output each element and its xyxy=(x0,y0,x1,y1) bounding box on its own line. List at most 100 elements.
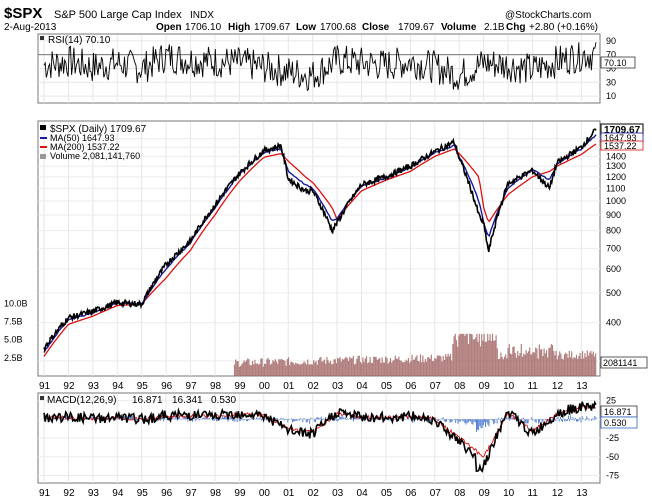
close-label: Close xyxy=(362,22,390,33)
volume-label: Volume xyxy=(441,22,477,33)
x-tick-label: 02 xyxy=(308,381,320,392)
x-tick-label: 01 xyxy=(283,381,295,392)
macd-y-tick-label: 25 xyxy=(606,396,616,406)
price-current-box: 1709.67 1647.93 1537.22 xyxy=(600,123,644,151)
x-tick-label: 00 xyxy=(259,488,271,499)
x-tick-label: 93 xyxy=(88,488,100,499)
price-legend: $SPX (Daily) 1709.67 MA(50) 1647.93 MA(2… xyxy=(40,124,147,161)
x-tick-label: 04 xyxy=(357,488,369,499)
ma200-legend-text: MA(200) 1537.22 xyxy=(50,142,120,152)
x-tick-label: 10 xyxy=(503,381,515,392)
macd-current-value: 16.871 xyxy=(604,407,632,417)
high-value: 1709.67 xyxy=(254,22,291,33)
volume-y-tick-label: 2.5B xyxy=(4,353,23,363)
volume-current-value: 2081141 xyxy=(603,358,637,368)
price-y-tick-label: 900 xyxy=(606,210,621,220)
volume-y-tick-label: 7.5B xyxy=(4,316,23,326)
volume-value: 2.1B xyxy=(484,22,505,33)
x-tick-label: 99 xyxy=(234,488,246,499)
price-y-tick-label: 1400 xyxy=(606,151,626,161)
x-tick-label: 92 xyxy=(63,488,75,499)
x-tick-label: 08 xyxy=(454,488,466,499)
x-tick-label: 08 xyxy=(454,381,466,392)
macd-signal-legend-value: 16.341 xyxy=(172,395,203,406)
x-tick-label: 11 xyxy=(527,381,538,392)
x-tick-label: 97 xyxy=(186,488,198,499)
legend-swatch-rsi xyxy=(40,36,44,40)
volume-legend-text: Volume 2,081,141,760 xyxy=(50,151,140,161)
x-tick-label: 98 xyxy=(210,381,222,392)
open-label: Open xyxy=(156,22,182,33)
gridlines xyxy=(38,35,600,483)
macd-hist-current-value: 0.530 xyxy=(604,418,627,428)
x-tick-label: 94 xyxy=(112,488,124,499)
close-value: 1709.67 xyxy=(398,22,435,33)
index-name: S&P 500 Large Cap Index xyxy=(54,9,182,21)
rsi-line xyxy=(43,42,597,92)
x-tick-label: 99 xyxy=(234,381,246,392)
x-tick-label: 12 xyxy=(552,488,564,499)
macd-legend-value: 16.871 xyxy=(132,395,163,406)
rsi-current-box: 70.10 xyxy=(600,56,636,69)
chg-label: Chg xyxy=(506,22,525,33)
x-tick-label: 05 xyxy=(381,381,393,392)
volume-y-tick-label: 5.0B xyxy=(4,335,23,345)
ma50-legend-text: MA(50) 1647.93 xyxy=(50,133,115,143)
volume-bars xyxy=(233,333,597,376)
ma50-current-value: 1647.93 xyxy=(604,133,637,143)
x-tick-label: 13 xyxy=(576,381,588,392)
x-tick-label: 02 xyxy=(308,488,320,499)
x-tick-label: 07 xyxy=(430,381,442,392)
x-tick-label: 98 xyxy=(210,488,222,499)
price-y-tick-label: 1300 xyxy=(606,161,626,171)
macd-current-box: 16.871 0.530 xyxy=(600,405,638,429)
price-y-tick-label: 500 xyxy=(606,288,621,298)
price-current-value: 1709.67 xyxy=(604,125,641,136)
macd-y-tick-label: -50 xyxy=(606,452,619,462)
axis-labels: 91 91 92 92 93 93 94 94 95 95 96 96 97 97 98 98 99 99 00 00… xyxy=(4,36,626,499)
symbol: $SPX xyxy=(4,5,42,22)
stockcharts-watermark: @StockCharts.com xyxy=(505,10,591,21)
low-value: 1700.68 xyxy=(320,22,357,33)
x-tick-label: 10 xyxy=(503,488,515,499)
series-lines xyxy=(43,42,597,473)
x-tick-label: 93 xyxy=(88,381,100,392)
x-tick-label: 09 xyxy=(479,381,491,392)
x-tick-label: 96 xyxy=(161,381,173,392)
x-tick-label: 97 xyxy=(186,381,198,392)
x-tick-label: 11 xyxy=(527,488,538,499)
rsi-y-tick-label: 70 xyxy=(606,50,616,60)
legend-swatch-price xyxy=(40,125,46,130)
x-tick-label: 12 xyxy=(552,381,564,392)
macd-legend: MACD(12,26,9) 16.871 16.341 0.530 xyxy=(40,395,236,406)
open-value: 1706.10 xyxy=(185,22,222,33)
legend-swatch-macd xyxy=(40,396,44,400)
chg-value: +2.80 (+0.16%) xyxy=(529,22,598,33)
legend-swatch-volume xyxy=(40,154,46,159)
rsi-y-tick-label: 30 xyxy=(606,77,616,87)
x-tick-label: 07 xyxy=(430,488,442,499)
low-label: Low xyxy=(296,22,316,33)
x-tick-label: 04 xyxy=(357,381,369,392)
x-tick-label: 03 xyxy=(332,381,344,392)
x-tick-label: 09 xyxy=(479,488,491,499)
x-tick-label: 92 xyxy=(63,381,75,392)
x-tick-label: 91 xyxy=(39,381,51,392)
quote-date: 2-Aug-2013 xyxy=(4,22,57,33)
price-y-tick-label: 1000 xyxy=(606,196,626,206)
x-tick-label: 03 xyxy=(332,488,344,499)
price-y-tick-label: 600 xyxy=(606,264,621,274)
macd-legend-label: MACD(12,26,9) xyxy=(47,395,116,406)
macd-y-tick-label: -75 xyxy=(606,471,619,481)
x-tick-label: 01 xyxy=(283,488,295,499)
high-label: High xyxy=(228,22,250,33)
x-tick-label: 94 xyxy=(112,381,124,392)
rsi-legend-text: RSI(14) 70.10 xyxy=(48,35,111,46)
price-line xyxy=(43,128,597,353)
x-tick-label: 95 xyxy=(137,381,149,392)
rsi-current-value: 70.10 xyxy=(604,58,627,68)
price-y-tick-label: 400 xyxy=(606,318,621,328)
x-tick-label: 05 xyxy=(381,488,393,499)
x-tick-label: 13 xyxy=(576,488,588,499)
volume-current-box: 2081141 xyxy=(600,356,648,369)
